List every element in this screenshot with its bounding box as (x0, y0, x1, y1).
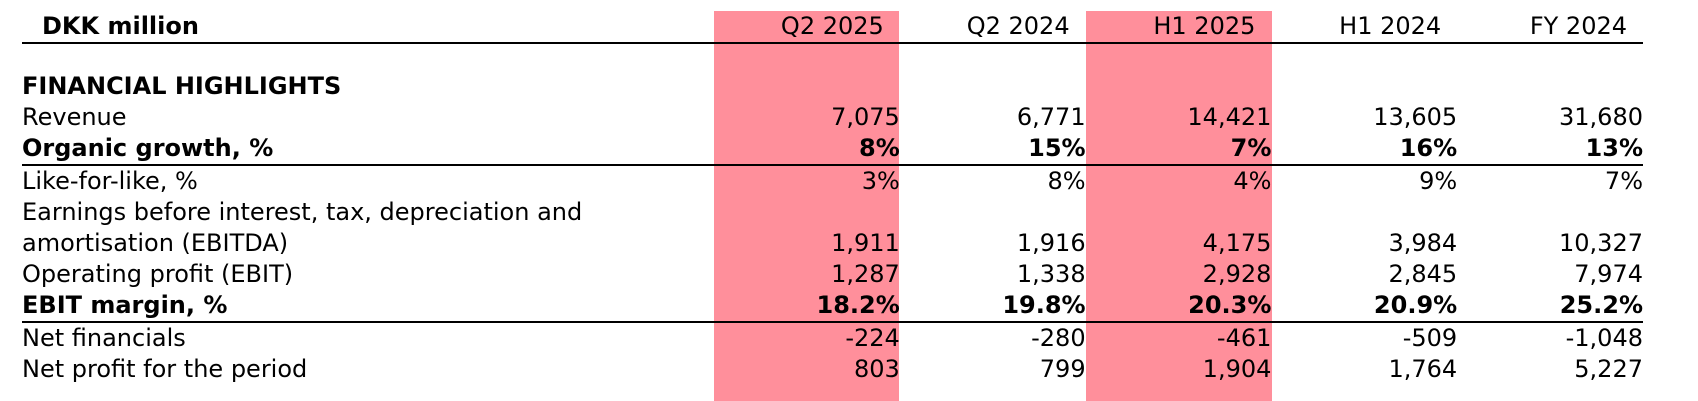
table-row-ebitda: Earnings before interest, tax, depreciat… (22, 197, 1643, 259)
highlight-column-q2-2025 (714, 11, 899, 401)
cell-value: -280 (1031, 324, 1086, 352)
cell-value: 1,904 (1202, 355, 1272, 383)
highlight-column-h1-2025 (1086, 11, 1272, 401)
cell-value: 2,845 (1388, 260, 1458, 288)
cell-value: 19.8% (899, 290, 1086, 323)
table-row-net-financials: Net financials -224 -280 -461 -509 -1,04… (22, 322, 1643, 354)
table-row-operating-profit: Operating profit (EBIT) 1,287 1,338 2,92… (22, 259, 1643, 290)
cell-value: -224 (845, 324, 900, 352)
cell-value: 803 (853, 355, 900, 383)
cell-value: 1,916 (1016, 229, 1086, 257)
spacer-row (22, 43, 1643, 71)
cell-value: -461 (1216, 324, 1272, 352)
cell-value: 13,605 (1373, 103, 1458, 131)
cell-value: 14,421 (1187, 103, 1272, 131)
row-label-line-1: Earnings before interest, tax, depreciat… (22, 198, 583, 226)
financial-highlights-table: DKK million Q2 2025 Q2 2024 H1 2025 H1 2… (22, 11, 1643, 385)
cell-value: 1,287 (831, 260, 900, 288)
section-title: FINANCIAL HIGHLIGHTS (22, 72, 342, 100)
cell-value: 1,911 (831, 229, 900, 257)
cell-value: -1,048 (1565, 324, 1643, 352)
table-row-ebit-margin: EBIT margin, % 18.2% 19.8% 20.3% 20.9% 2… (22, 290, 1643, 323)
cell-value: 1,338 (1016, 260, 1086, 288)
cell-value: 25.2% (1457, 290, 1643, 323)
cell-value: 7,974 (1574, 260, 1643, 288)
row-label: Earnings before interest, tax, depreciat… (22, 197, 714, 259)
cell-value: 20.3% (1085, 290, 1272, 323)
column-header-q2-2025: Q2 2025 (714, 11, 900, 44)
cell-value: 3% (861, 167, 900, 195)
cell-value: 799 (1039, 355, 1086, 383)
cell-value: -509 (1402, 324, 1458, 352)
row-label: Operating profit (EBIT) (22, 260, 294, 288)
cell-value: 16% (1271, 133, 1458, 166)
cell-value: 6,771 (1016, 103, 1086, 131)
cell-value: 15% (899, 133, 1086, 166)
cell-value: 8% (1047, 167, 1086, 195)
table-row-organic-growth: Organic growth, % 8% 15% 7% 16% 13% (22, 133, 1643, 166)
cell-value: 5,227 (1574, 355, 1643, 383)
cell-value: 31,680 (1559, 103, 1643, 131)
row-label: Revenue (22, 103, 127, 131)
table-row-net-profit: Net profit for the period 803 799 1,904 … (22, 354, 1643, 385)
row-label: Net profit for the period (22, 355, 308, 383)
cell-value: 3,984 (1388, 229, 1458, 257)
cell-value: 13% (1457, 133, 1643, 166)
cell-value: 9% (1419, 167, 1458, 195)
cell-value: 10,327 (1559, 229, 1643, 257)
row-label: Organic growth, % (22, 133, 714, 166)
unit-header: DKK million (22, 11, 714, 44)
cell-value: 20.9% (1271, 290, 1458, 323)
table-row-like-for-like: Like-for-like, % 3% 8% 4% 9% 7% (22, 165, 1643, 197)
row-label: Like-for-like, % (22, 167, 198, 195)
cell-value: 7,075 (831, 103, 900, 131)
column-header-h1-2024: H1 2024 (1271, 11, 1458, 44)
column-header-fy-2024: FY 2024 (1457, 11, 1643, 44)
section-title-row: FINANCIAL HIGHLIGHTS (22, 71, 1643, 102)
cell-value: 2,928 (1202, 260, 1272, 288)
cell-value: 4% (1233, 167, 1272, 195)
cell-value: 4,175 (1202, 229, 1272, 257)
table-header-row: DKK million Q2 2025 Q2 2024 H1 2025 H1 2… (22, 11, 1643, 44)
row-label-line-2: amortisation (EBITDA) (22, 229, 289, 257)
cell-value: 7% (1085, 133, 1272, 166)
cell-value: 8% (714, 133, 900, 166)
row-label: Net financials (22, 324, 186, 352)
column-header-q2-2024: Q2 2024 (899, 11, 1086, 44)
cell-value: 18.2% (714, 290, 900, 323)
cell-value: 1,764 (1388, 355, 1458, 383)
row-label: EBIT margin, % (22, 290, 714, 323)
cell-value: 7% (1604, 167, 1643, 195)
column-header-h1-2025: H1 2025 (1085, 11, 1272, 44)
table-row-revenue: Revenue 7,075 6,771 14,421 13,605 31,680 (22, 102, 1643, 133)
